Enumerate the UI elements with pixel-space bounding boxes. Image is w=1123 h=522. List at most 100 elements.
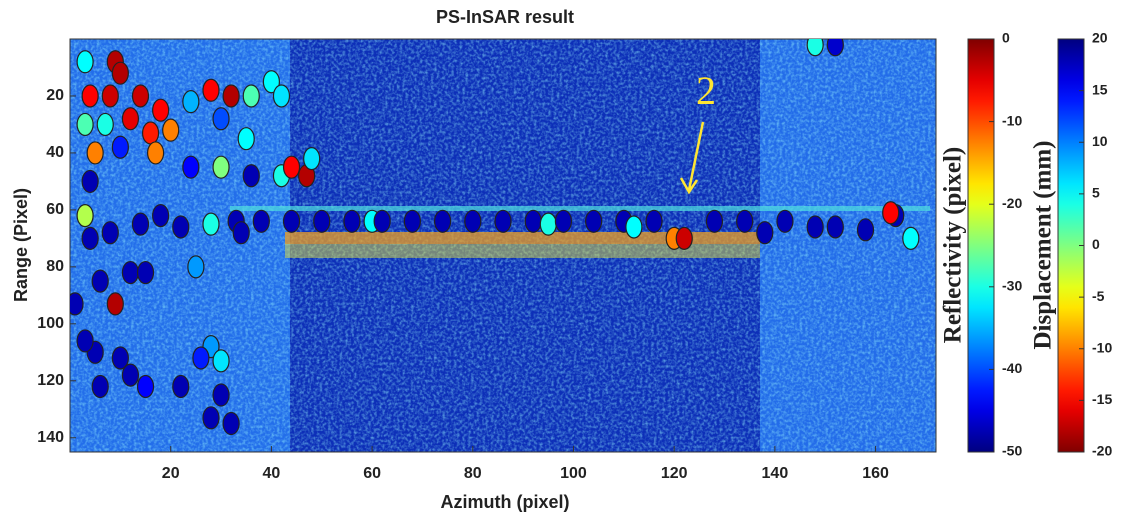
x-tick-label: 160 [862, 465, 889, 482]
ps-point [121, 107, 140, 131]
y-tick-label: 60 [46, 201, 64, 218]
ps-point [242, 164, 260, 188]
ps-point [237, 127, 255, 151]
colorbar-tick-label: -50 [1002, 443, 1022, 459]
ps-point [136, 374, 155, 399]
ps-point [373, 209, 391, 233]
ps-point [182, 90, 200, 114]
ps-point [776, 209, 794, 233]
colorbar-tick-label: 5 [1092, 185, 1100, 201]
x-tick-label: 120 [661, 465, 688, 482]
colorbar-tick-label: 0 [1002, 30, 1010, 46]
ps-point [111, 346, 129, 370]
ps-point [282, 209, 301, 233]
ps-point [282, 155, 301, 179]
colorbar-tick-label: -40 [1002, 360, 1022, 376]
colorbar-tick-label: 0 [1092, 236, 1100, 252]
y-tick-label: 100 [37, 315, 64, 332]
x-tick-label: 60 [363, 465, 381, 482]
ps-point [403, 209, 421, 233]
reflectivity-image [70, 39, 936, 452]
ps-point [705, 209, 724, 233]
y-tick-label: 120 [37, 372, 64, 389]
ps-point [131, 84, 150, 108]
ps-point [70, 292, 84, 316]
x-tick-label: 100 [560, 465, 587, 482]
ps-point [303, 147, 321, 171]
ps-point [645, 209, 663, 233]
ps-point [96, 112, 114, 137]
ps-point [111, 135, 129, 159]
ps-point [343, 209, 361, 233]
ps-point [162, 118, 180, 142]
ps-point [826, 39, 844, 57]
x-tick-label: 20 [162, 465, 180, 482]
ps-point [202, 406, 220, 430]
ps-point [76, 329, 94, 353]
ps-point [494, 209, 512, 233]
ps-point [675, 226, 693, 250]
y-tick-label: 140 [37, 429, 64, 446]
colorbar [967, 38, 995, 453]
x-tick-label: 80 [464, 465, 482, 482]
ps-point [106, 292, 124, 316]
ps-point [131, 212, 150, 236]
ps-point [101, 84, 119, 108]
ps-point [76, 50, 94, 74]
ps-point [192, 346, 210, 370]
colorbar-tick-label: -5 [1092, 288, 1105, 304]
ps-point [212, 155, 230, 179]
ps-point [882, 201, 900, 225]
ps-point [433, 209, 452, 233]
ps-point [212, 349, 230, 373]
annotation-arrow [679, 121, 705, 195]
ps-point [806, 39, 824, 57]
ps-point [272, 84, 291, 108]
ps-point [585, 209, 603, 233]
x-tick-label: 40 [262, 465, 280, 482]
colorbar-tick-label: -10 [1092, 339, 1112, 355]
ps-point [856, 218, 875, 242]
ps-point [172, 374, 190, 399]
ps-point [91, 269, 109, 293]
ps-point [121, 260, 140, 285]
ps-point [202, 78, 220, 102]
ps-point [464, 209, 482, 233]
ps-point [141, 121, 160, 145]
ps-point [202, 212, 220, 236]
colorbar-tick-label: -30 [1002, 278, 1022, 294]
plot-frame [69, 38, 937, 453]
colorbar-label: Displacement (mm) [1030, 141, 1057, 350]
ps-point [232, 221, 250, 245]
ps-point [187, 255, 205, 279]
ps-point [902, 226, 920, 250]
ps-point [736, 209, 754, 233]
ps-point [182, 155, 200, 179]
y-tick-label: 20 [46, 87, 64, 104]
ps-point [81, 84, 99, 108]
colorbar-label: Reflectivity (pixel) [940, 147, 967, 343]
ps-point [625, 215, 643, 239]
ps-point [111, 61, 129, 85]
ps-point [524, 209, 542, 233]
ps-point [826, 215, 844, 239]
y-tick-label: 40 [46, 144, 64, 161]
colorbar-tick-label: -15 [1092, 391, 1112, 407]
y-axis-label: Range (Pixel) [11, 188, 31, 302]
ps-point [554, 209, 573, 233]
ps-point [146, 141, 165, 165]
chart-title: PS-InSAR result [436, 7, 574, 27]
colorbar-tick-label: 10 [1092, 133, 1108, 149]
colorbar-tick-label: -10 [1002, 112, 1022, 128]
colorbar-tick-label: -20 [1092, 443, 1112, 459]
ps-point [86, 141, 104, 165]
ps-point [539, 212, 557, 236]
ps-point [222, 84, 240, 108]
colorbar-tick-label: 15 [1092, 81, 1108, 97]
ps-point [121, 363, 140, 387]
annotation: 2 [696, 68, 716, 113]
ps-point [252, 209, 270, 233]
ps-point [212, 383, 230, 407]
x-axis-label: Azimuth (pixel) [441, 492, 570, 512]
ps-point [152, 98, 170, 122]
